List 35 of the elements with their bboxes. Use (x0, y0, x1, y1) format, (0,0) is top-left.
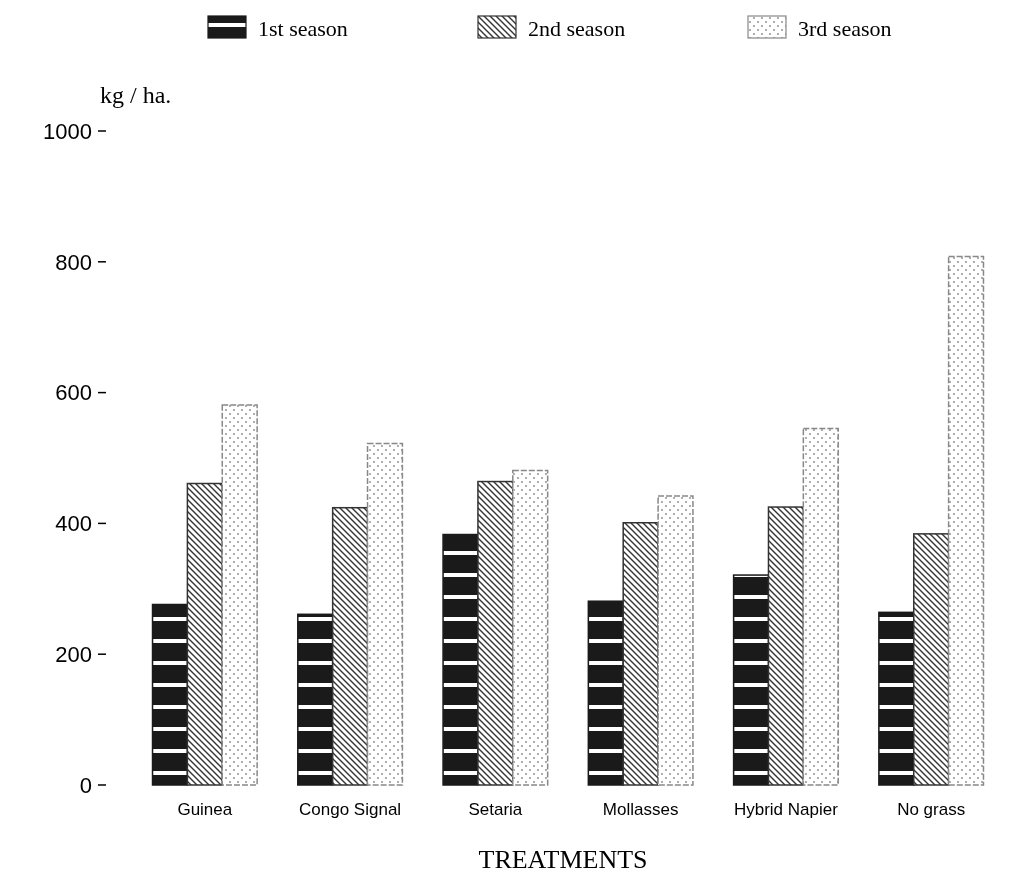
x-tick-label: Guinea (177, 800, 233, 819)
y-tick-label: 800 (55, 249, 92, 275)
bar (657, 495, 694, 786)
x-tick-label: Hybrid Napier (733, 800, 839, 819)
bar (732, 574, 770, 786)
x-tick-label: Setaria (468, 800, 523, 819)
x-tick-label: Mollasses (602, 800, 679, 819)
x-tick-label: Congo Signal (299, 800, 402, 819)
y-axis-title: kg / ha. (100, 82, 172, 108)
bar (221, 404, 258, 786)
y-tick-label: 600 (55, 380, 92, 406)
bar (912, 533, 950, 786)
y-tick-label: 0 (79, 772, 92, 798)
bar (878, 611, 915, 786)
bar (477, 480, 514, 786)
bar (442, 533, 479, 786)
legend-label: 3rd season (798, 15, 892, 41)
bar (151, 603, 189, 786)
y-tick-label: 400 (55, 511, 92, 537)
y-tick-label: 1000 (43, 118, 92, 144)
bar (767, 506, 805, 786)
bar (802, 427, 839, 786)
bar (947, 255, 985, 786)
bar (366, 442, 404, 786)
bar (512, 469, 549, 786)
bar (186, 482, 224, 786)
x-tick-label: No grass (897, 800, 966, 819)
bar (331, 506, 369, 786)
bar (622, 522, 659, 786)
bar (587, 600, 624, 786)
y-tick-label: 200 (55, 641, 92, 667)
x-axis-title: TREATMENTS (478, 845, 648, 874)
legend-label: 2nd season (528, 15, 626, 41)
bar (297, 613, 334, 786)
legend-label: 1st season (258, 15, 348, 41)
